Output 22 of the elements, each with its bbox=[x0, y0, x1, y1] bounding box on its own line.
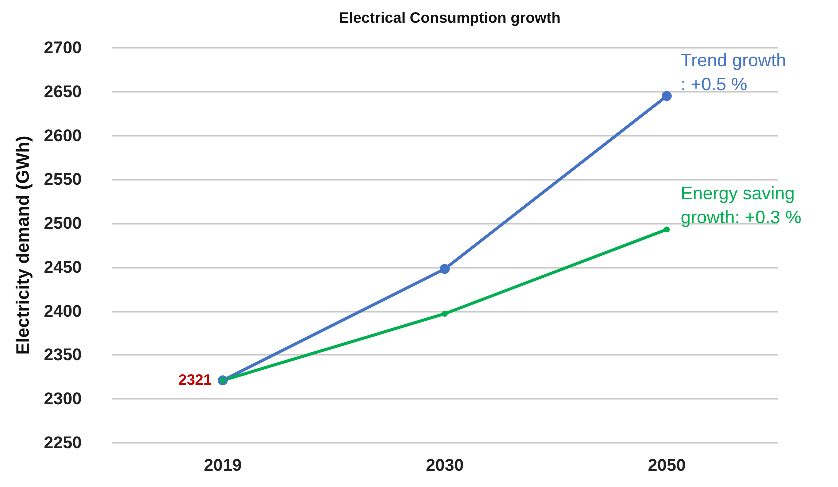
point bbox=[442, 310, 448, 317]
y-tick-label: 2250 bbox=[44, 434, 82, 452]
x-tick-label: 2019 bbox=[204, 456, 242, 475]
series-label: Energy saving growth: +0.3 % bbox=[681, 184, 802, 228]
y-tick-label: 2600 bbox=[44, 126, 82, 146]
y-tick-label: 2700 bbox=[44, 38, 82, 58]
y-tick-label: 2500 bbox=[44, 214, 82, 234]
point bbox=[662, 91, 672, 102]
chart-title: Electrical Consumption growth bbox=[339, 10, 561, 27]
point bbox=[440, 264, 450, 274]
y-tick-label: 2300 bbox=[44, 390, 82, 409]
data-label: 2321 bbox=[178, 372, 212, 390]
y-axis-title: Electricity demand (GWh) bbox=[13, 136, 33, 356]
point bbox=[664, 226, 670, 233]
y-tick-label: 2550 bbox=[44, 170, 82, 190]
x-tick-label: 2050 bbox=[648, 456, 686, 475]
x-tick-label: 2030 bbox=[426, 456, 464, 475]
y-tick-label: 2450 bbox=[44, 258, 82, 277]
y-tick-label: 2400 bbox=[44, 302, 82, 321]
series-label: Trend growth : +0.5 % bbox=[681, 50, 786, 94]
y-tick-label: 2350 bbox=[44, 346, 82, 365]
y-tick-label: 2650 bbox=[44, 82, 82, 102]
